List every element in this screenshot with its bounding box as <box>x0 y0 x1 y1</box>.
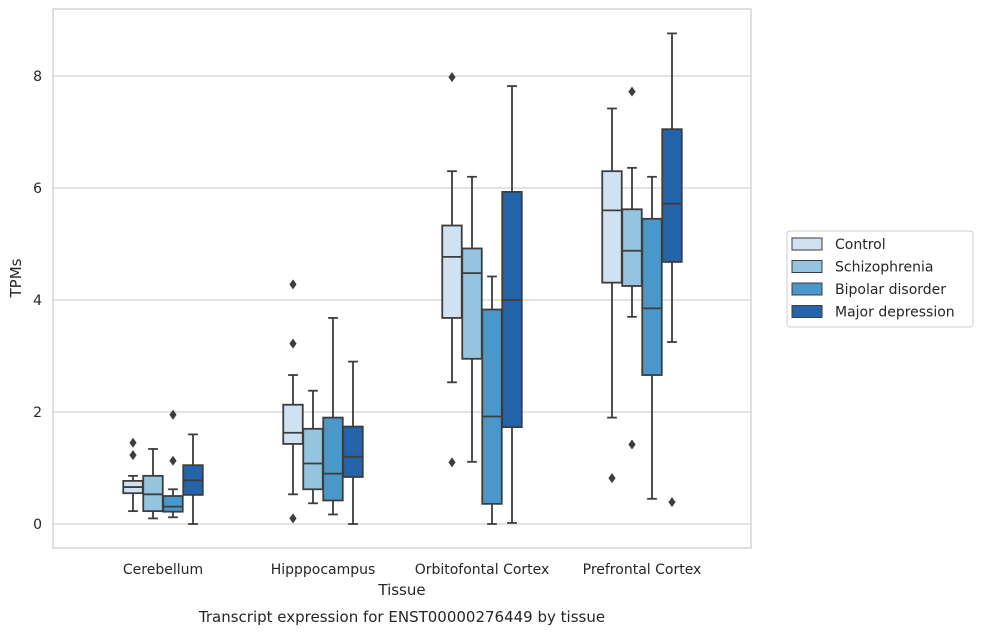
box-schizophrenia <box>302 389 324 505</box>
y-tick-label: 4 <box>33 293 42 309</box>
outlier-point <box>448 72 456 83</box>
box-iqr <box>162 495 184 513</box>
box-iqr <box>621 208 643 287</box>
x-axis-label: Tissue <box>377 581 425 599</box>
box-iqr <box>322 416 344 502</box>
box-iqr <box>461 247 483 360</box>
x-axis-ticks: Cerebellum Hipppocampus Orbitofontal Corte… <box>123 562 701 578</box>
box-iqr <box>282 403 304 445</box>
gridlines <box>53 75 751 525</box>
outlier-point <box>289 279 297 290</box>
legend-frame <box>786 230 974 328</box>
box-major-depression <box>342 360 364 525</box>
box-iqr <box>641 217 663 376</box>
x-tick-label: Cerebellum <box>123 562 203 578</box>
box-bipolar-disorder <box>481 275 503 525</box>
y-tick-label: 0 <box>33 517 42 533</box>
outlier-point <box>129 437 137 448</box>
outlier-point <box>289 513 297 524</box>
outlier-point <box>129 450 137 461</box>
outlier-point <box>289 338 297 349</box>
box-iqr <box>661 128 683 263</box>
box-control <box>282 279 304 524</box>
outlier-point <box>169 409 177 420</box>
legend-label: Control <box>835 237 886 253</box>
box-control <box>122 437 144 513</box>
box-control <box>601 107 623 484</box>
legend-label: Schizophrenia <box>835 260 933 276</box>
outlier-point <box>668 497 676 508</box>
outlier-point <box>628 439 636 450</box>
box-schizophrenia <box>621 86 643 450</box>
outlier-point <box>628 86 636 97</box>
box-bipolar-disorder <box>641 175 663 500</box>
box-schizophrenia <box>461 175 483 463</box>
box-iqr <box>501 191 523 429</box>
legend-swatch <box>791 282 823 296</box>
box-major-depression <box>182 433 204 525</box>
legend: Control Schizophrenia Bipolar disorder Majo… <box>786 230 974 328</box>
x-tick-label: Orbitofontal Cortex <box>415 562 550 578</box>
boxplot-marks <box>122 32 683 525</box>
legend-swatch <box>791 305 823 318</box>
box-iqr <box>601 170 623 284</box>
legend-swatch <box>791 260 823 273</box>
y-tick-label: 2 <box>33 405 42 421</box>
outlier-point <box>169 455 177 466</box>
legend-label: Bipolar disorder <box>835 282 946 298</box>
legend-label: Major depression <box>835 305 955 321</box>
box-schizophrenia <box>142 448 164 520</box>
box-major-depression <box>501 85 523 524</box>
outlier-point <box>608 473 616 484</box>
box-major-depression <box>661 32 683 508</box>
figure-caption: Transcript expression for ENST0000027644… <box>198 608 605 626</box>
y-tick-label: 6 <box>33 181 42 197</box>
y-tick-label: 8 <box>33 69 42 85</box>
box-bipolar-disorder <box>162 409 184 519</box>
outlier-point <box>448 457 456 468</box>
y-axis-ticks: 0 2 4 6 8 <box>33 69 42 533</box>
box-iqr <box>302 427 324 491</box>
y-axis-label: TPMs <box>7 258 25 298</box>
plot-area-frame <box>52 8 752 549</box>
box-iqr <box>481 308 503 505</box>
x-tick-label: Hipppocampus <box>271 562 376 578</box>
box-iqr <box>342 425 364 478</box>
legend-swatch <box>791 237 823 251</box>
box-control <box>441 72 463 468</box>
x-tick-label: Prefrontal Cortex <box>583 562 702 578</box>
box-bipolar-disorder <box>322 317 344 516</box>
box-iqr <box>441 224 463 319</box>
